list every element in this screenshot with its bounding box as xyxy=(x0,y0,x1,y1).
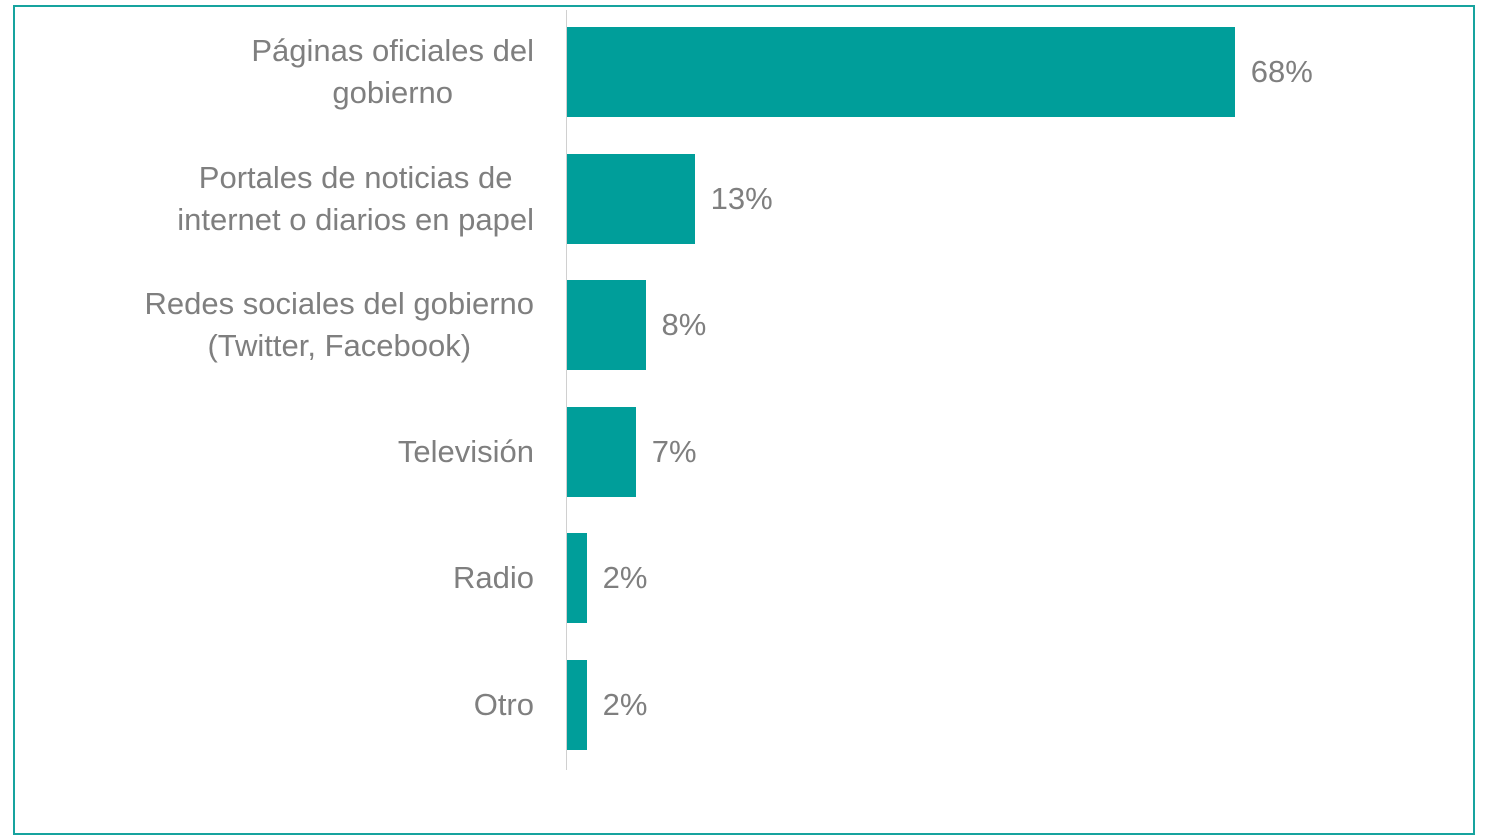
bar xyxy=(567,533,587,624)
category-label: Páginas oficiales del gobierno xyxy=(251,33,534,110)
value-label: 68% xyxy=(1250,54,1313,89)
value-label: 2% xyxy=(602,560,648,596)
bar xyxy=(567,406,636,497)
value-label: 13% xyxy=(710,180,773,216)
bar xyxy=(567,153,695,244)
chart-frame xyxy=(13,5,1475,835)
category-label: Redes sociales del gobierno (Twitter, Fa… xyxy=(144,286,534,364)
value-label: 8% xyxy=(661,307,707,343)
value-label: 7% xyxy=(651,433,697,469)
value-label: 2% xyxy=(602,687,648,722)
category-label: Portales de noticias de internet o diari… xyxy=(177,159,534,237)
category-label: Otro xyxy=(473,687,534,722)
bar xyxy=(567,280,646,371)
bar xyxy=(567,660,587,750)
category-label: Televisión xyxy=(397,433,534,469)
bar xyxy=(567,27,1235,117)
category-axis xyxy=(566,10,567,770)
category-label: Radio xyxy=(453,560,534,596)
